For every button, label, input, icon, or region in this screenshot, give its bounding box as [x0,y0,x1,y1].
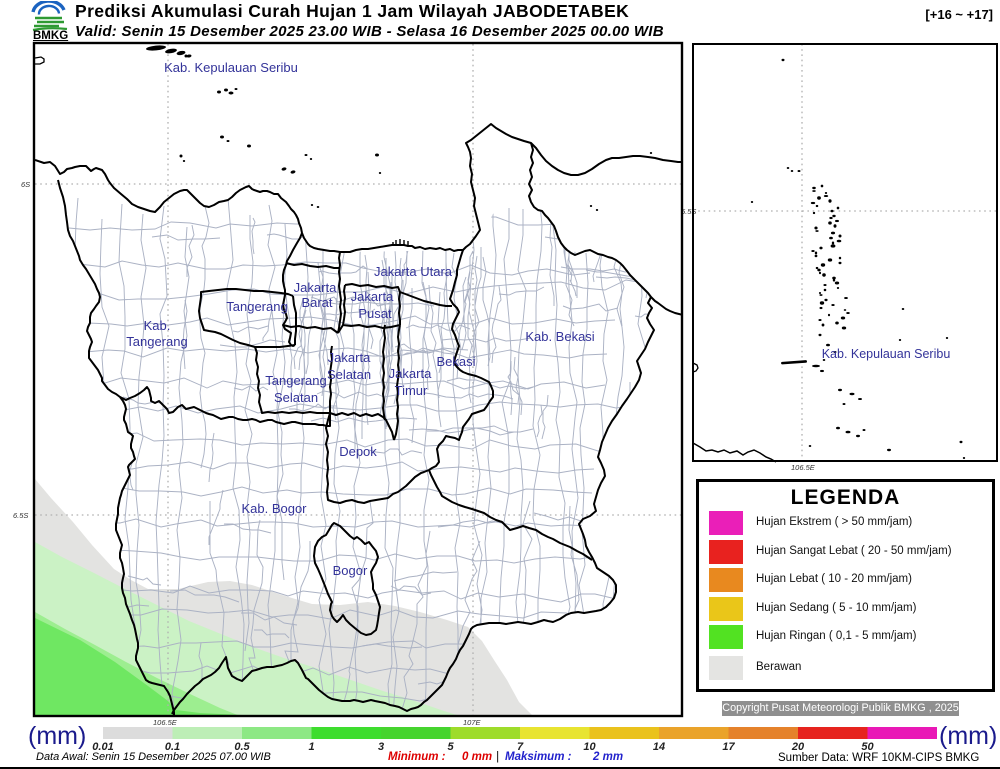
svg-text:Bogor: Bogor [333,563,368,578]
svg-text:Depok: Depok [339,444,377,459]
svg-text:106.5E: 106.5E [791,463,816,472]
svg-text:Kab. Bogor: Kab. Bogor [241,501,307,516]
svg-text:Barat: Barat [301,295,332,310]
svg-text:107E: 107E [463,718,482,727]
svg-text:Kab. Kepulauan Seribu: Kab. Kepulauan Seribu [822,347,951,361]
svg-text:Pusat: Pusat [358,306,392,321]
svg-text:Kab. Kepulauan Seribu: Kab. Kepulauan Seribu [164,60,298,75]
svg-text:Selatan: Selatan [274,390,318,405]
svg-text:Timur: Timur [395,383,428,398]
svg-text:Jakarta Utara: Jakarta Utara [374,264,453,279]
svg-text:6S: 6S [21,180,30,189]
svg-text:Jakarta: Jakarta [389,366,432,381]
svg-text:Tangerang: Tangerang [126,334,187,349]
svg-text:6.5S: 6.5S [13,511,28,520]
svg-text:Jakarta: Jakarta [294,280,337,295]
svg-text:106.5E: 106.5E [153,718,178,727]
svg-text:Kab. Bekasi: Kab. Bekasi [525,329,594,344]
svg-text:Selatan: Selatan [327,367,371,382]
svg-text:Kab.: Kab. [144,318,171,333]
svg-text:Bekasi: Bekasi [436,354,475,369]
svg-text:Tangerang: Tangerang [226,299,287,314]
svg-text:Tangerang: Tangerang [265,373,326,388]
svg-text:Jakarta: Jakarta [351,289,394,304]
svg-text:Jakarta: Jakarta [328,350,371,365]
svg-text:5.5S: 5.5S [681,207,696,216]
